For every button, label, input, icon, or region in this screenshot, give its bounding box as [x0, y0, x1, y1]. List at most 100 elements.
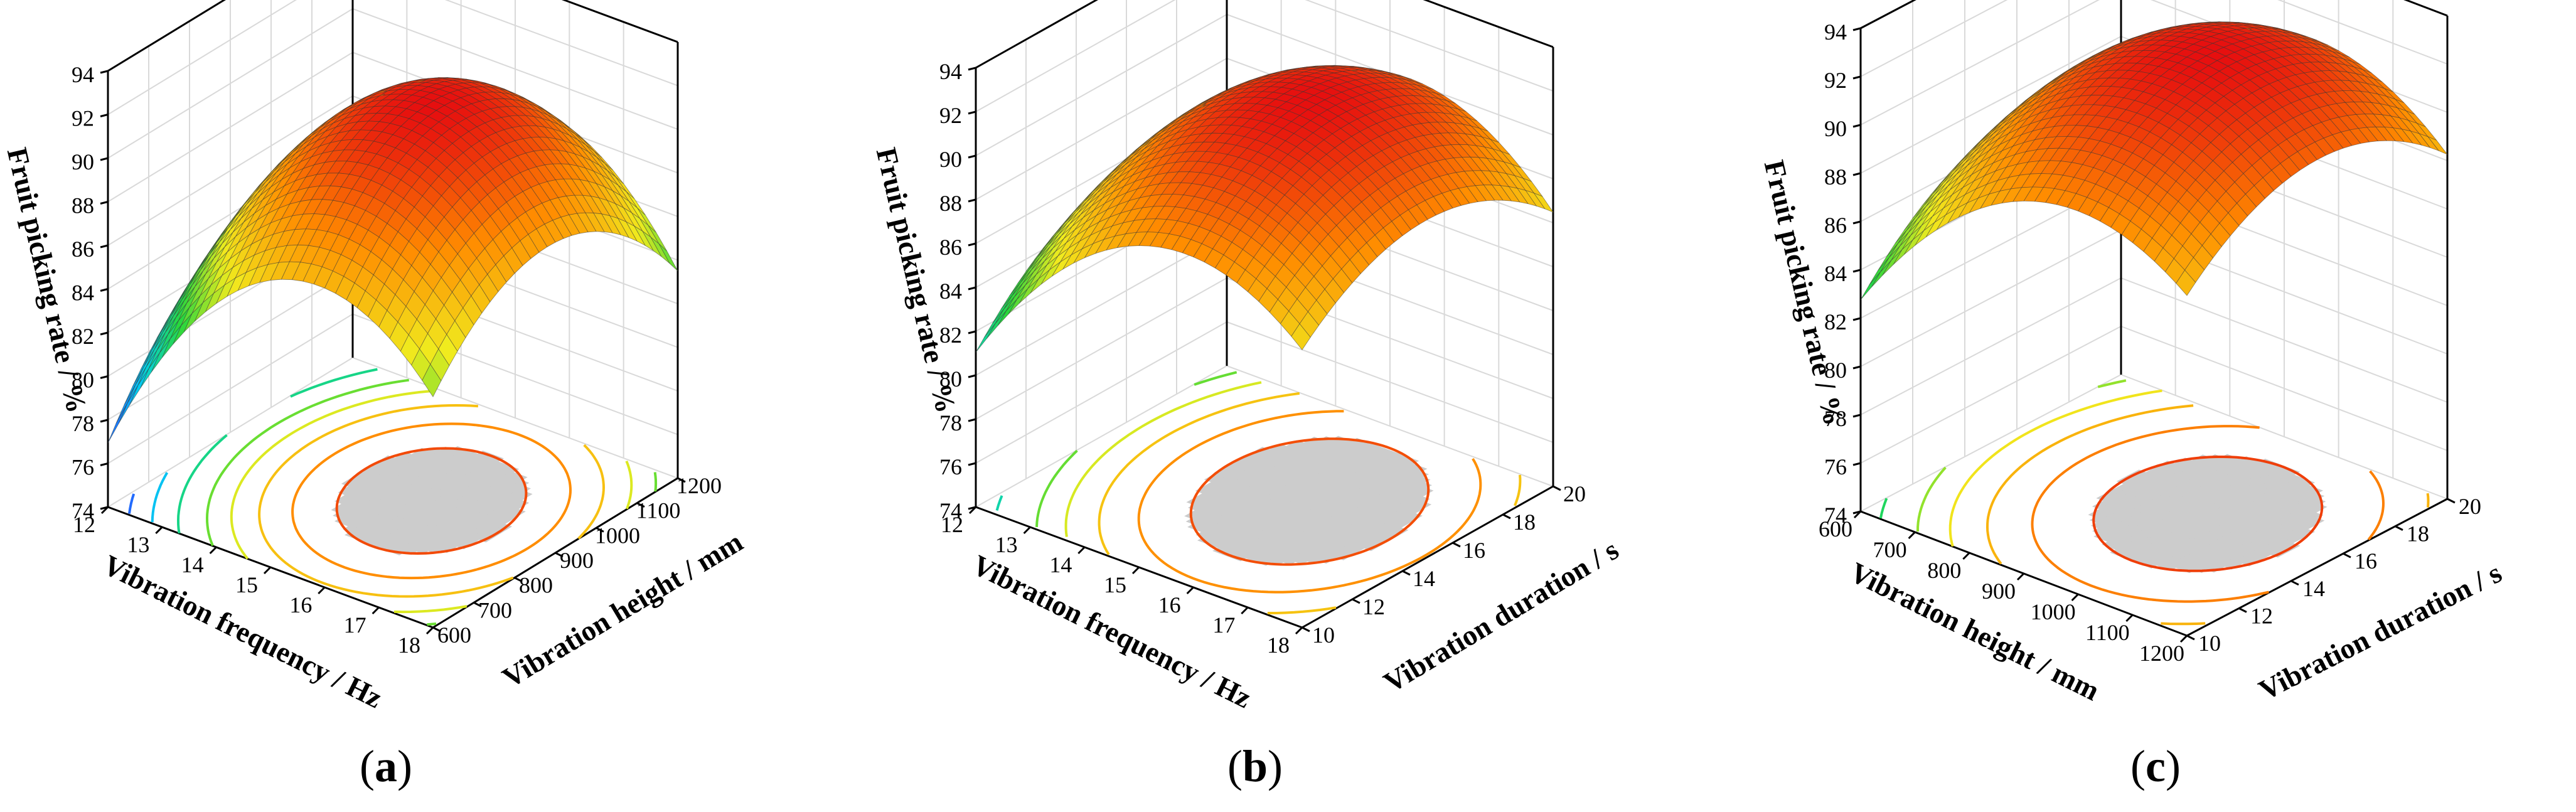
contour-line — [2092, 456, 2324, 572]
z-tick-label: 86 — [939, 235, 962, 260]
panel-c-surface — [1860, 21, 2449, 301]
y-tick-label: 20 — [1563, 481, 1586, 506]
contour-line — [1879, 498, 1888, 519]
surface-patch — [986, 311, 1007, 339]
y-axis-title: Vibration duration / s — [1378, 533, 1624, 698]
y-axis-title: Vibration duration / s — [2253, 557, 2506, 707]
x-tick-label: 16 — [1158, 592, 1181, 617]
z-tick-label: 82 — [72, 324, 94, 349]
panel-c-y-axis: 10 12 14 16 18 20 — [2186, 494, 2481, 656]
x-tick-label: 900 — [1982, 579, 2016, 604]
panel-a-caption: (a) — [360, 741, 412, 791]
y-tick-label: 16 — [2354, 548, 2377, 574]
z-tick-label: 76 — [939, 454, 962, 479]
y-tick-label: 1100 — [636, 498, 681, 523]
y-tick-label: 12 — [1362, 594, 1385, 619]
contour-line — [2031, 425, 2385, 603]
contour-line — [1137, 410, 1482, 594]
surface-patch — [1860, 272, 1881, 301]
x-tick-label: 12 — [941, 512, 963, 537]
z-tick-label: 74 — [939, 498, 962, 523]
contour-line — [1098, 392, 1522, 614]
y-tick-label: 12 — [2250, 603, 2273, 628]
contour-line — [1035, 371, 1237, 528]
x-tick-label: 15 — [1104, 572, 1126, 597]
y-tick-label: 900 — [560, 548, 594, 573]
x-axis-title: Vibration height / mm — [1845, 556, 2104, 707]
x-tick-label: 12 — [73, 512, 95, 537]
contour-line — [1985, 404, 2430, 626]
panel-a-contours — [128, 368, 658, 626]
x-tick-label: 800 — [1927, 558, 1961, 583]
x-tick-label: 14 — [1049, 552, 1072, 577]
contour-line — [230, 389, 633, 614]
x-tick-label: 15 — [235, 572, 258, 597]
z-tick-label: 84 — [939, 279, 962, 304]
y-tick-label: 600 — [437, 622, 471, 648]
contour-line — [1189, 437, 1430, 566]
z-tick-label: 80 — [72, 368, 94, 393]
z-tick-label: 88 — [939, 191, 962, 216]
panel-b-surface — [975, 65, 1554, 353]
panel-c-caption: (c) — [2130, 741, 2181, 791]
panel-b-contours — [995, 371, 1522, 614]
panel-a-z-axis: 74 76 78 80 82 84 86 88 90 92 94 — [72, 62, 109, 523]
z-axis-title: Fruit picking rate / % — [1758, 157, 1851, 428]
z-tick-label: 84 — [72, 280, 94, 306]
x-tick-label: 700 — [1873, 537, 1907, 562]
z-tick-label: 78 — [939, 410, 962, 435]
y-axis-title: Vibration height / mm — [497, 525, 748, 694]
panel-b-caption: (b) — [1227, 741, 1283, 791]
y-tick-label: 14 — [2302, 576, 2325, 601]
y-tick-label: 18 — [1513, 510, 1536, 535]
z-tick-label: 94 — [939, 59, 962, 84]
x-tick-label: 18 — [1267, 633, 1290, 658]
y-tick-label: 16 — [1463, 538, 1485, 563]
x-tick-label: 13 — [127, 532, 149, 557]
x-tick-label: 1100 — [2085, 620, 2130, 645]
z-tick-label: 86 — [1824, 213, 1847, 238]
contour-line — [1916, 379, 2127, 532]
z-tick-label: 88 — [72, 193, 94, 218]
contour-line — [128, 493, 136, 514]
z-tick-label: 88 — [1824, 164, 1847, 190]
z-tick-label: 82 — [939, 323, 962, 348]
z-tick-label: 90 — [1824, 116, 1847, 141]
y-tick-label: 1000 — [595, 523, 640, 548]
y-tick-label: 14 — [1413, 566, 1435, 591]
surface-patch — [1871, 260, 1891, 287]
panel-b: 74 76 78 80 82 84 86 88 90 92 94 12 13 14 15 16 17 18 10 12… — [870, 0, 1624, 714]
surface-patch — [107, 403, 127, 443]
panel-a-surface — [107, 77, 678, 443]
z-tick-label: 82 — [1824, 309, 1847, 334]
panel-a-x-axis: 12 13 14 15 16 17 18 — [73, 506, 434, 658]
contour-line — [258, 403, 606, 598]
contour-line — [176, 368, 378, 534]
y-tick-label: 700 — [478, 597, 512, 622]
x-tick-label: 16 — [289, 592, 312, 617]
y-tick-label: 20 — [2459, 494, 2481, 519]
z-tick-label: 74 — [1824, 503, 1847, 528]
z-tick-label: 76 — [1824, 454, 1847, 479]
panel-b-z-axis: 74 76 78 80 82 84 86 88 90 92 94 — [939, 59, 976, 523]
x-tick-label: 17 — [1212, 612, 1235, 638]
z-tick-label: 94 — [1824, 19, 1847, 45]
panel-c: 74 76 78 80 82 84 86 88 90 92 94 600 700 800 900 1000 11… — [1758, 0, 2507, 707]
z-tick-label: 92 — [939, 103, 962, 128]
x-tick-label: 18 — [398, 633, 420, 658]
y-tick-label: 800 — [519, 573, 553, 598]
z-tick-label: 90 — [72, 149, 94, 174]
x-tick-label: 600 — [1819, 516, 1852, 542]
surface-patch — [983, 309, 1004, 338]
surface-patch — [975, 323, 996, 353]
x-tick-label: 14 — [181, 552, 204, 577]
surface-patch — [118, 385, 138, 424]
x-tick-label: 1200 — [2139, 641, 2184, 666]
z-tick-label: 74 — [72, 498, 94, 523]
z-tick-label: 92 — [1824, 68, 1847, 93]
panel-c-z-axis: 74 76 78 80 82 84 86 88 90 92 94 — [1824, 19, 1861, 528]
panel-b-x-axis: 12 13 14 15 16 17 18 — [941, 506, 1303, 658]
z-tick-label: 92 — [72, 106, 94, 131]
contour-line — [291, 422, 572, 580]
